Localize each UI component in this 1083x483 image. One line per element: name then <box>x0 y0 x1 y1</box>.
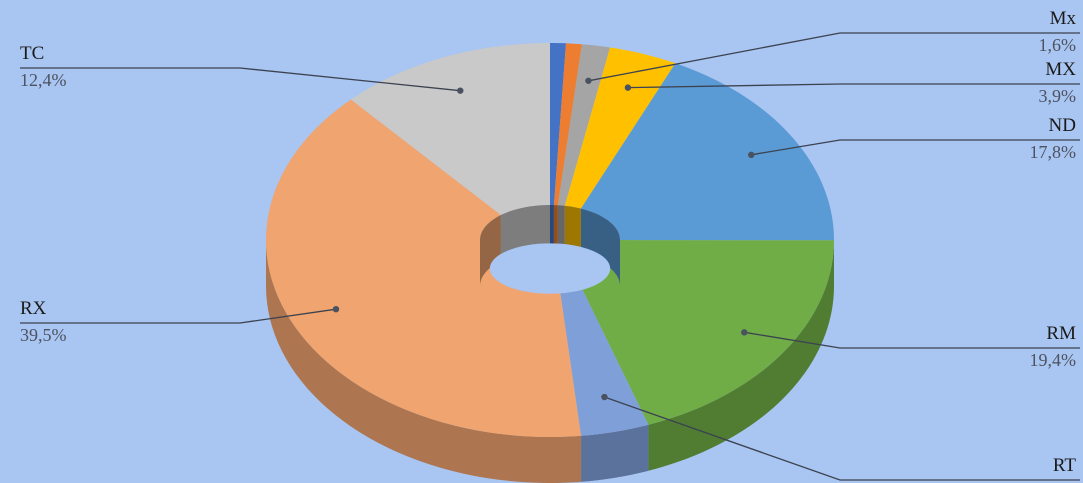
slice-label-rx: RX <box>20 298 47 319</box>
slice-label-mx: Mx <box>1050 8 1077 29</box>
donut-side-rt <box>581 424 649 482</box>
slice-label-nd: ND <box>1049 115 1076 136</box>
leader-line-mx <box>588 32 1080 82</box>
slice-value-rm: 19,4% <box>1030 350 1077 370</box>
leader-dot-rt <box>601 393 608 401</box>
slice-value-mx: 1,6% <box>1039 35 1077 55</box>
donut-slice-rx <box>266 99 582 437</box>
donut-slice-nd <box>580 63 834 241</box>
donut-inner-wall-minor <box>553 205 558 252</box>
leader-line-mx <box>627 83 1080 89</box>
leader-dot-rx <box>332 305 340 313</box>
donut-slice-minor-0 <box>550 43 566 206</box>
donut-hole <box>489 243 611 294</box>
leader-line-tc <box>20 67 461 92</box>
leader-line-nd <box>751 139 1080 156</box>
donut-slice-rm <box>574 240 834 425</box>
slice-value-rx: 39,5% <box>20 325 67 345</box>
donut-inner-wall-rx <box>480 215 501 286</box>
leader-dot-tc <box>457 87 464 94</box>
leader-dot-mx <box>585 77 592 84</box>
donut-side-rm <box>648 240 834 471</box>
leader-line-rm <box>744 331 1080 349</box>
donut-inner-wall-mx <box>557 205 565 252</box>
leader-line-rx <box>20 308 337 324</box>
donut-slice-minor-1 <box>553 43 582 206</box>
leader-line-rt <box>604 396 1080 481</box>
slice-label-rt: RT <box>1053 455 1077 476</box>
slice-label-mx: MX <box>1045 59 1076 80</box>
donut-slice-tc <box>350 43 550 216</box>
slice-value-nd: 17,8% <box>1030 142 1077 162</box>
slice-label-rm: RM <box>1046 323 1076 344</box>
donut-inner-wall-mx <box>564 205 581 255</box>
slice-label-tc: TC <box>20 43 44 64</box>
slice-value-mx: 3,9% <box>1039 86 1077 106</box>
donut-inner-wall-minor <box>550 205 554 252</box>
donut-slice-mx <box>557 44 611 206</box>
leader-dot-nd <box>748 151 755 159</box>
donut-side-rx <box>266 240 582 483</box>
slice-value-tc: 12,4% <box>20 70 67 90</box>
donut-inner-wall-nd <box>580 208 620 286</box>
leader-dot-mx <box>624 84 632 91</box>
leader-dot-rm <box>741 329 748 336</box>
donut-slice-rt <box>557 272 649 436</box>
